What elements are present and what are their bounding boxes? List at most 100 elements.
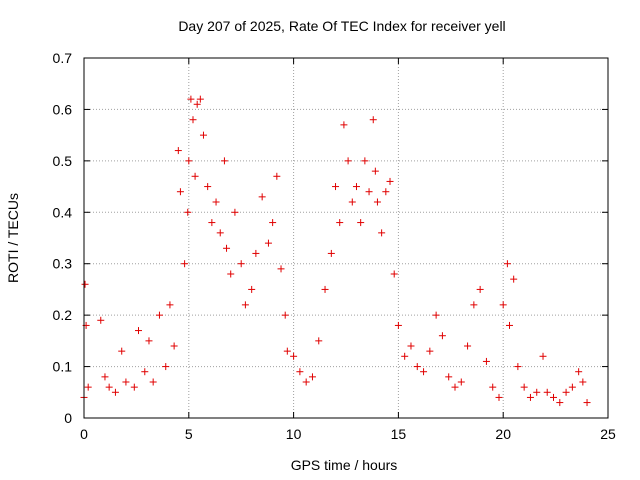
y-tick-label: 0.5 [53, 153, 73, 169]
data-point [579, 378, 587, 386]
x-tick-label: 15 [391, 426, 407, 442]
data-point [369, 116, 377, 124]
data-point [111, 388, 119, 396]
data-point [503, 260, 511, 268]
data-point [514, 363, 522, 371]
y-tick-label: 0.6 [53, 101, 73, 117]
data-point [296, 368, 304, 376]
data-point [196, 95, 204, 103]
data-point [438, 332, 446, 340]
data-point [390, 270, 398, 278]
data-point [223, 244, 231, 252]
data-point [176, 188, 184, 196]
x-tick-label: 10 [286, 426, 302, 442]
data-point [170, 342, 178, 350]
plot-frame [83, 57, 609, 419]
data-point [220, 157, 228, 165]
grid-lines [84, 58, 608, 418]
x-tick-label: 0 [80, 426, 88, 442]
data-point [199, 131, 207, 139]
data-point [237, 260, 245, 268]
data-point [583, 399, 591, 407]
data-point [97, 316, 105, 324]
data-point [191, 172, 199, 180]
data-point [386, 177, 394, 185]
data-point [520, 383, 528, 391]
data-point [166, 301, 174, 309]
data-point [315, 337, 323, 345]
x-axis-label: GPS time / hours [291, 457, 398, 473]
y-tick-label: 0.4 [53, 204, 73, 220]
data-point [401, 352, 409, 360]
data-point [308, 373, 316, 381]
data-point [258, 193, 266, 201]
data-point [556, 399, 564, 407]
data-point [105, 383, 113, 391]
data-point [241, 301, 249, 309]
data-point [208, 219, 216, 227]
data-point [348, 198, 356, 206]
y-tick-label: 0.1 [53, 359, 73, 375]
data-point [281, 311, 289, 319]
data-point [464, 342, 472, 350]
data-point [495, 393, 503, 401]
data-point [327, 249, 335, 257]
data-point [231, 208, 239, 216]
data-point [550, 393, 558, 401]
data-point [273, 172, 281, 180]
data-point [365, 188, 373, 196]
x-tick-label: 20 [495, 426, 511, 442]
data-point [302, 378, 310, 386]
data-point [155, 311, 163, 319]
data-point [470, 301, 478, 309]
data-point [81, 280, 89, 288]
data-point [212, 198, 220, 206]
data-point [394, 321, 402, 329]
data-point [187, 95, 195, 103]
data-point [130, 383, 138, 391]
data-point [445, 373, 453, 381]
data-point [122, 378, 130, 386]
data-point [84, 383, 92, 391]
data-point [373, 198, 381, 206]
data-point [252, 249, 260, 257]
data-point [118, 347, 126, 355]
data-point [344, 157, 352, 165]
data-point [378, 229, 386, 237]
data-point [162, 363, 170, 371]
data-point [101, 373, 109, 381]
data-point [352, 183, 360, 191]
data-point [145, 337, 153, 345]
data-point [361, 157, 369, 165]
data-point [248, 285, 256, 293]
data-point [227, 270, 235, 278]
data-point [489, 383, 497, 391]
data-point [420, 368, 428, 376]
data-point [357, 219, 365, 227]
data-point [141, 368, 149, 376]
data-points [80, 95, 591, 407]
data-point [457, 378, 465, 386]
data-point [543, 388, 551, 396]
y-tick-label: 0.3 [53, 256, 73, 272]
data-point [539, 352, 547, 360]
data-point [185, 157, 193, 165]
data-point [340, 121, 348, 129]
axis-ticks: 0 5 10 15 20 25 0 0.1 0.2 0.3 0.4 0.5 0.6 0.7 [53, 50, 616, 442]
data-point [426, 347, 434, 355]
data-point [283, 347, 291, 355]
data-point [510, 275, 518, 283]
y-axis-label: ROTI / TECUs [5, 193, 21, 283]
y-tick-label: 0.2 [53, 307, 73, 323]
data-point [407, 342, 415, 350]
data-point [482, 357, 490, 365]
data-point [332, 183, 340, 191]
data-point [269, 219, 277, 227]
data-point [413, 363, 421, 371]
data-point [575, 368, 583, 376]
data-point [526, 393, 534, 401]
data-point [216, 229, 224, 237]
chart-title: Day 207 of 2025, Rate Of TEC Index for r… [178, 18, 505, 34]
y-tick-label: 0 [64, 410, 72, 426]
